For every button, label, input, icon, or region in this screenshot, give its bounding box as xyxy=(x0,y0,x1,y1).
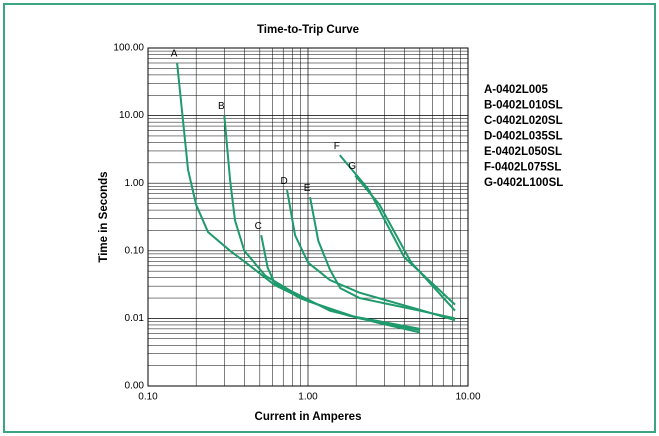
legend-entry: G-0402L100SL xyxy=(484,177,563,189)
plot-border xyxy=(147,47,469,387)
legend-entry: B-0402L010SL xyxy=(484,100,563,112)
y-tick-label: 100.00 xyxy=(113,43,144,54)
curve xyxy=(260,235,421,330)
y-tick-label: 1.00 xyxy=(125,178,145,189)
legend-entry: F-0402L075SL xyxy=(484,162,561,174)
curve xyxy=(309,197,456,320)
legend-entry: A-0402L005 xyxy=(484,84,549,96)
y-tick-label: 0.10 xyxy=(125,245,145,256)
chart-title: Time-to-Trip Curve xyxy=(257,24,359,36)
y-axis-label: Time in Seconds xyxy=(98,171,110,262)
curve xyxy=(354,174,456,312)
curve-label: E xyxy=(304,183,311,194)
curve-label: D xyxy=(280,176,287,187)
legend-entry: D-0402L035SL xyxy=(484,131,563,143)
x-axis-label: Current in Amperes xyxy=(255,411,362,423)
x-tick-label: 10.00 xyxy=(455,392,480,403)
x-tick-label: 1.00 xyxy=(298,392,318,403)
curve-label: G xyxy=(348,161,356,172)
curve xyxy=(339,154,456,306)
legend-entry: C-0402L020SL xyxy=(484,115,563,127)
curve-label: F xyxy=(334,141,340,152)
y-tick-label: 0.01 xyxy=(125,313,145,324)
frame xyxy=(3,3,656,433)
y-tick-label: 0.00 xyxy=(125,381,145,392)
x-tick-label: 0.10 xyxy=(138,392,158,403)
curve-label: B xyxy=(218,101,225,112)
curve-label: C xyxy=(255,221,262,232)
y-tick-label: 10.00 xyxy=(119,110,144,121)
curve-label: A xyxy=(171,49,178,60)
legend-entry: E-0402L050SL xyxy=(484,146,562,158)
